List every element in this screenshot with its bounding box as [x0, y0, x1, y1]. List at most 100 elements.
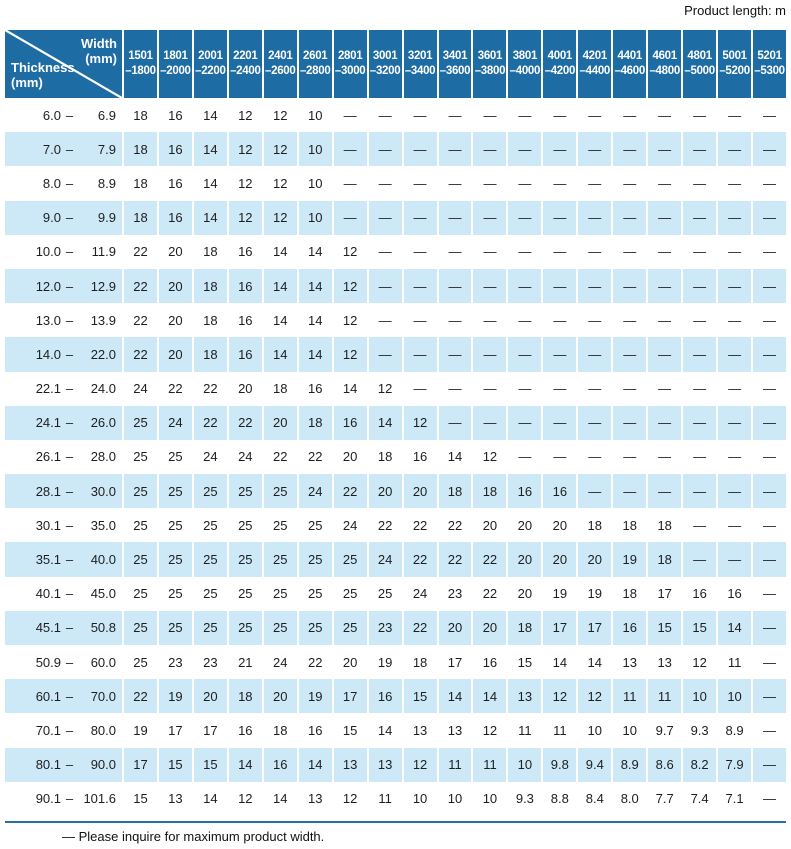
width-column-header: 3801 –4000 [508, 30, 542, 98]
length-value-cell: 10 [298, 132, 332, 167]
empty-cell: — [518, 107, 532, 123]
length-value-cell: 25 [203, 586, 218, 602]
length-value-cell: 25 [133, 449, 148, 465]
empty-cell: — [588, 175, 602, 191]
empty-cell: — [718, 132, 752, 167]
thickness-hi: 6.9 [97, 107, 116, 123]
empty-cell: — [438, 405, 472, 440]
empty-cell: — [438, 200, 472, 235]
empty-cell: — [658, 312, 672, 328]
length-value-cell: 22 [133, 312, 148, 328]
width-range-bottom: –2400 [230, 65, 261, 77]
length-value-cell: 20 [342, 449, 358, 465]
length-value-cell: 15 [517, 654, 533, 670]
length-value-cell: 10 [298, 200, 332, 235]
length-value-cell: 25 [333, 542, 367, 577]
length-value-cell: 12 [342, 312, 358, 328]
length-value-cell: 16 [307, 722, 323, 738]
empty-cell: — [588, 449, 602, 465]
empty-cell: — [473, 268, 507, 304]
length-value-cell: 25 [158, 610, 192, 645]
length-value-cell: 25 [263, 542, 297, 577]
length-value-cell: 20 [168, 244, 183, 260]
empty-cell: — [753, 405, 786, 440]
length-value-cell: 20 [517, 517, 533, 533]
width-range-top: 2601 [303, 50, 328, 63]
empty-cell: — [753, 747, 786, 782]
length-value-cell: 25 [124, 610, 157, 645]
length-value-cell: 10 [412, 791, 428, 807]
length-value-cell: 20 [508, 542, 542, 577]
length-value-cell: 18 [412, 654, 428, 670]
empty-cell: — [588, 244, 602, 260]
thickness-row-label: 7.0– 7.9 [5, 132, 122, 167]
width-column-header: 3401 –3600 [438, 30, 472, 98]
empty-cell: — [763, 312, 777, 328]
length-value-cell: 17 [543, 610, 577, 645]
length-value-cell: 16 [307, 381, 323, 397]
empty-cell: — [483, 175, 497, 191]
thickness-lo: 12.0 [35, 278, 61, 294]
length-value-cell: 22 [377, 517, 393, 533]
empty-cell: — [763, 175, 777, 191]
thickness-lo: 7.0 [42, 141, 61, 157]
length-value-cell: 25 [273, 517, 288, 533]
length-value-cell: 14 [298, 268, 332, 304]
empty-cell: — [403, 337, 437, 372]
empty-cell: — [683, 268, 717, 304]
length-value-cell: 20 [473, 610, 507, 645]
length-value-cell: 14 [273, 791, 288, 807]
length-value-cell: 16 [168, 107, 183, 123]
empty-cell: — [728, 107, 742, 123]
width-column-header: 4401 –4600 [613, 30, 647, 98]
empty-cell: — [483, 244, 497, 260]
range-separator: – [65, 722, 74, 738]
length-value-cell: 14 [342, 381, 358, 397]
length-value-cell: 24 [342, 517, 358, 533]
length-value-cell: 17 [333, 679, 367, 714]
empty-cell: — [543, 337, 577, 372]
thickness-header-label: Thickness (mm) [11, 60, 75, 91]
length-value-cell: 12 [273, 107, 288, 123]
empty-cell: — [508, 200, 542, 235]
length-value-cell: 9.4 [578, 747, 612, 782]
empty-cell: — [413, 244, 427, 260]
length-value-cell: 14 [263, 268, 297, 304]
length-value-cell: 14 [587, 654, 603, 670]
thickness-hi: 50.8 [90, 620, 116, 636]
width-range-bottom: –5300 [754, 65, 785, 77]
length-value-cell: 7.9 [718, 747, 752, 782]
empty-cell: — [448, 175, 462, 191]
length-value-cell: 24 [158, 405, 192, 440]
empty-cell: — [753, 610, 786, 645]
empty-cell: — [683, 474, 717, 509]
width-range-bottom: –3600 [439, 65, 471, 77]
width-range-bottom: –3200 [369, 65, 401, 77]
length-value-cell: 14 [552, 654, 568, 670]
thickness-unit: (mm) [11, 75, 43, 91]
length-value-cell: 8.8 [550, 791, 569, 807]
thickness-hi: 11.9 [91, 244, 116, 260]
length-value-cell: 14 [203, 175, 218, 191]
length-value-cell: 12 [228, 200, 262, 235]
width-range-top: 3001 [372, 50, 398, 63]
empty-cell: — [613, 200, 647, 235]
length-value-cell: 14 [273, 244, 288, 260]
length-value-cell: 13 [307, 791, 323, 807]
empty-cell: — [448, 381, 462, 397]
empty-cell: — [518, 312, 532, 328]
length-value-cell: 15 [133, 791, 148, 807]
empty-cell: — [728, 381, 742, 397]
length-value-cell: 19 [613, 542, 647, 577]
range-separator: – [65, 552, 74, 568]
width-range-top: 4801 [687, 50, 712, 63]
thickness-row-label: 22.1–24.0 [5, 372, 122, 406]
empty-cell: — [728, 517, 742, 533]
empty-cell: — [718, 405, 752, 440]
width-range-bottom: –4600 [614, 65, 645, 77]
length-value-cell: 10 [307, 107, 323, 123]
thickness-row-label: 12.0–12.9 [5, 268, 122, 304]
length-value-cell: 12 [238, 107, 253, 123]
range-separator: – [65, 381, 74, 397]
width-range-top: 4201 [582, 50, 608, 63]
